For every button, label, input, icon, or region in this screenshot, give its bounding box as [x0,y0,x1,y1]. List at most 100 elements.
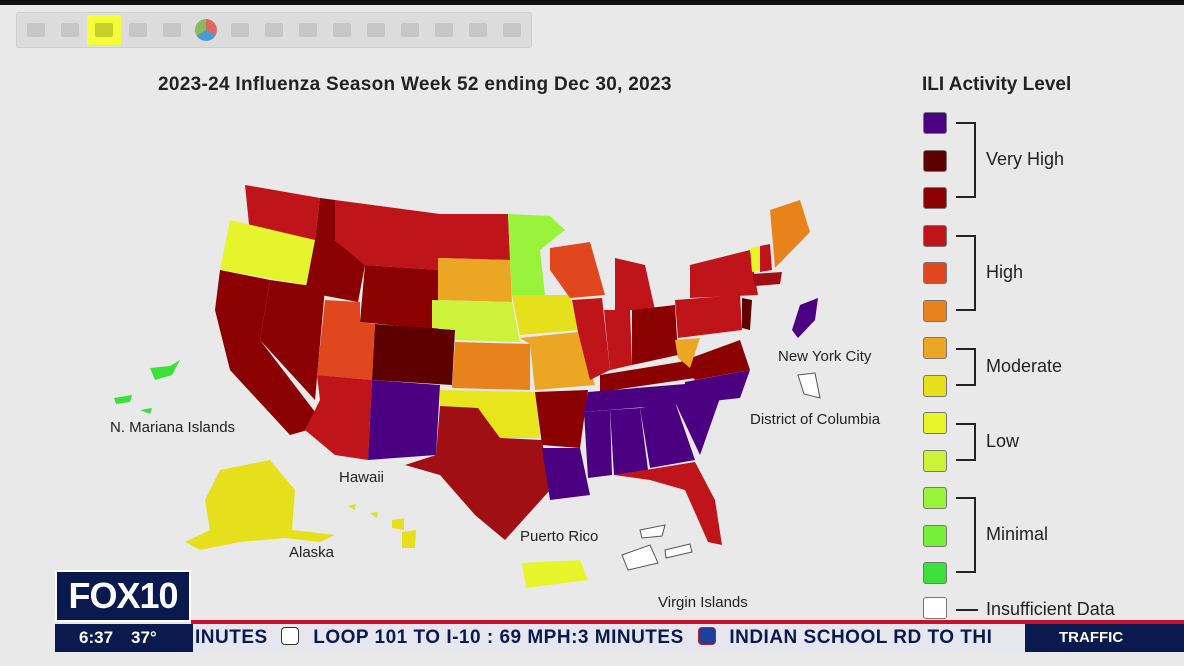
territory-puerto-rico [522,560,588,588]
state-georgia [640,402,695,468]
pen-m-icon[interactable] [257,15,291,45]
swatch-level-10 [923,224,947,247]
trash-icon[interactable] [393,15,427,45]
state-tennessee [584,382,710,412]
legend-title: ILI Activity Level [922,74,1072,95]
state-south-carolina [675,398,720,455]
state-missouri [520,332,595,390]
swatch-level-9 [923,262,947,284]
state-north-carolina [685,370,750,404]
text-icon[interactable] [461,15,495,45]
contiguous-us [215,185,810,545]
state-washington [245,185,320,240]
state-new-jersey [742,298,752,330]
x-icon[interactable] [291,15,325,45]
state-virginia [680,340,750,380]
state-new-york [690,250,758,298]
arrows-icon[interactable] [325,15,359,45]
traffic-label: TRAFFIC [1025,624,1184,652]
label-dc: District of Columbia [750,411,881,428]
camera-icon[interactable] [19,15,53,45]
us-route-shield-icon [281,627,300,645]
swatch-level-2 [923,524,947,547]
state-nevada [260,280,325,400]
swatch-level-13 [923,112,947,134]
state-california [215,270,325,435]
grid-icon[interactable] [121,15,155,45]
state-nebraska [432,300,520,342]
state-new-mexico [368,380,440,460]
state-oklahoma [440,390,540,438]
state-mississippi [584,410,612,478]
swatch-level-6 [923,374,947,397]
ticker-part-2: LOOP 101 TO I-10 : 69 MPH:3 MINUTES [313,627,684,648]
legend-high: High [986,262,1024,282]
state-arkansas [535,390,588,448]
state-indiana [604,310,632,370]
bracket-moderate [956,348,976,386]
swatch-level-4 [923,449,947,472]
state-montana [335,200,440,270]
territory-dc-inset [797,372,821,399]
time-temp-box: 6:37 37° [55,624,193,652]
state-iowa [512,295,578,335]
swatch-level-7 [923,337,947,359]
ticker-part-3: INDIAN SCHOOL RD TO THI [729,627,993,648]
legend-moderate: Moderate [986,356,1063,376]
map-title: 2023-24 Influenza Season Week 52 ending … [158,74,672,95]
state-kentucky [600,362,695,392]
label-puerto-rico: Puerto Rico [520,528,599,545]
interstate-shield-icon [697,627,716,645]
bottom-strip [0,652,1184,666]
bracket-minimal [956,497,976,573]
clock-time: 6:37 [79,628,114,647]
bracket-low [956,423,976,461]
swatch-level-11 [923,187,947,209]
state-massachusetts [752,272,782,286]
label-hawaii: Hawaii [339,469,385,486]
globe-icon[interactable] [495,15,529,45]
state-wyoming [360,265,440,330]
eraser-icon[interactable] [359,15,393,45]
state-pennsylvania [675,295,742,338]
bracket-very-high [956,122,976,198]
select-icon[interactable] [87,15,121,45]
state-kansas [452,342,530,390]
annotation-toolbar [16,12,532,48]
state-alabama [610,408,648,475]
state-arizona [305,375,372,460]
territory-nmi [114,360,180,414]
territory-hawaii [348,504,416,548]
state-louisiana [542,448,590,500]
territory-virgin-islands [621,524,693,571]
state-west-virginia [675,338,700,368]
folder-icon[interactable] [53,15,87,45]
bracket-high [956,235,976,311]
label-virgin-islands: Virgin Islands [658,594,748,611]
swatch-level-1 [923,562,947,584]
legend-minimal: Minimal [986,524,1049,544]
territory-alaska [185,460,335,550]
us-flu-map [114,185,821,588]
legend-low: Low [986,431,1020,451]
insufficient-dash [956,609,978,611]
state-minnesota [508,214,565,295]
state-texas [405,406,550,540]
fox10-logo: FOX10 [55,570,191,622]
state-maine [770,200,810,268]
marker-icon[interactable] [223,15,257,45]
pen-icon[interactable] [155,15,189,45]
pie-chart-icon[interactable] [189,15,223,45]
label-alaska: Alaska [289,544,335,561]
screen-icon[interactable] [427,15,461,45]
legend-very-high: Very High [986,149,1065,169]
state-new-hampshire [760,244,772,272]
legend-insufficient: Insufficient Data [986,599,1115,619]
label-nmi: N. Mariana Islands [110,419,236,436]
state-north-dakota [440,214,510,260]
state-oregon [220,220,315,285]
swatch-level-5 [923,412,947,434]
state-michigan [615,258,655,310]
state-utah [317,300,375,380]
swatch-level-8 [923,299,947,322]
